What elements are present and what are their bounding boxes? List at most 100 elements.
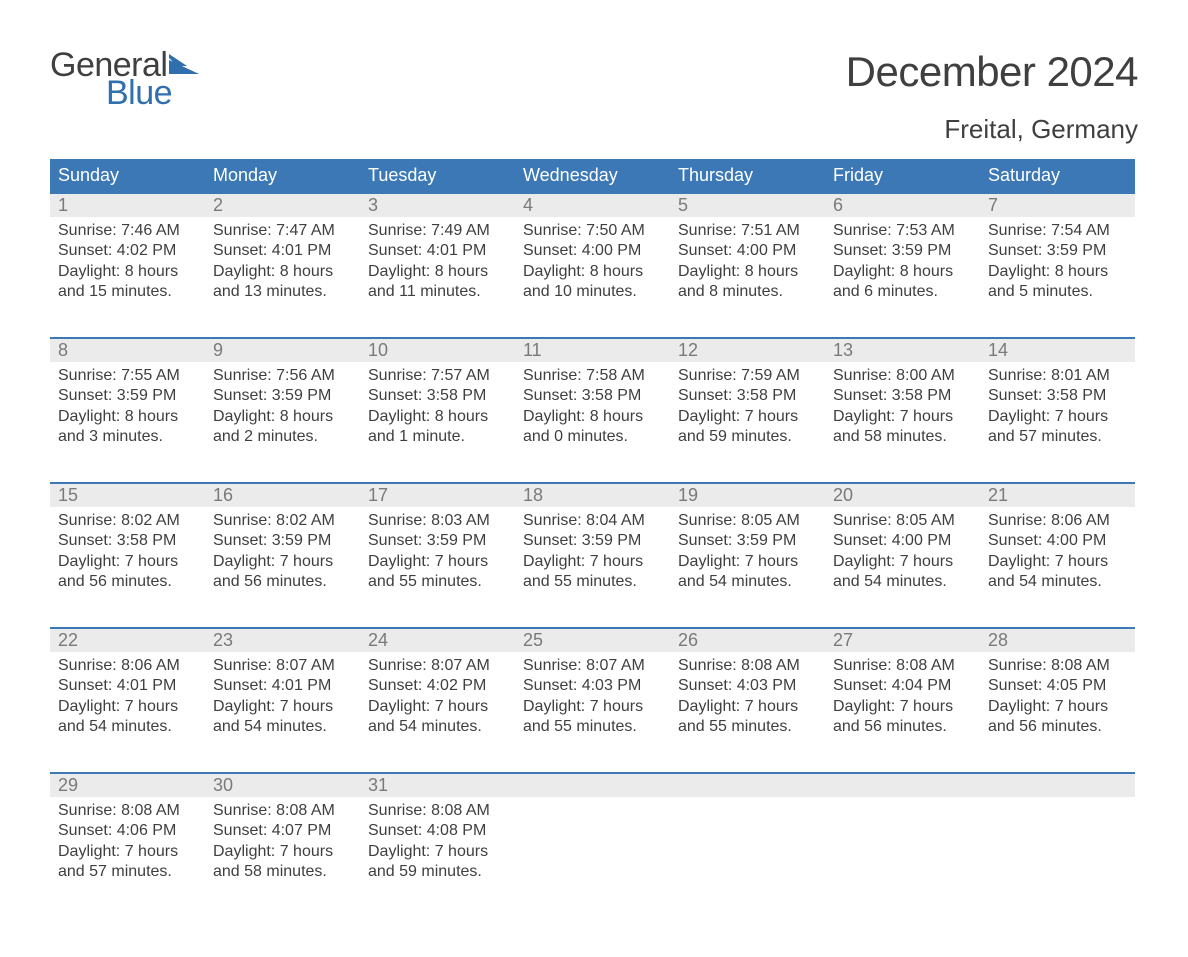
day-body-row: Sunrise: 7:46 AMSunset: 4:02 PMDaylight:… <box>50 217 1135 337</box>
day-dl1-text: Daylight: 7 hours <box>988 697 1127 717</box>
day-dl2-text: and 2 minutes. <box>213 427 352 447</box>
day-dl2-text: and 0 minutes. <box>523 427 662 447</box>
day-sunrise-text: Sunrise: 8:08 AM <box>988 656 1127 676</box>
day-cell: Sunrise: 8:07 AMSunset: 4:02 PMDaylight:… <box>360 652 515 752</box>
day-number: 7 <box>980 194 1135 217</box>
day-sunrise-text: Sunrise: 7:51 AM <box>678 221 817 241</box>
day-cell: Sunrise: 7:46 AMSunset: 4:02 PMDaylight:… <box>50 217 205 317</box>
weekday-header: Monday <box>205 159 360 192</box>
day-dl1-text: Daylight: 8 hours <box>58 262 197 282</box>
day-dl1-text: Daylight: 7 hours <box>523 697 662 717</box>
month-title: December 2024 <box>846 48 1138 96</box>
day-cell <box>515 797 670 897</box>
day-dl1-text: Daylight: 8 hours <box>58 407 197 427</box>
day-sunrise-text: Sunrise: 7:47 AM <box>213 221 352 241</box>
day-dl1-text: Daylight: 7 hours <box>833 697 972 717</box>
day-cell: Sunrise: 8:05 AMSunset: 3:59 PMDaylight:… <box>670 507 825 607</box>
day-dl2-text: and 55 minutes. <box>368 572 507 592</box>
day-cell <box>670 797 825 897</box>
day-sunrise-text: Sunrise: 8:08 AM <box>678 656 817 676</box>
day-dl2-text: and 1 minute. <box>368 427 507 447</box>
day-sunrise-text: Sunrise: 7:58 AM <box>523 366 662 386</box>
day-dl2-text: and 54 minutes. <box>213 717 352 737</box>
day-sunset-text: Sunset: 4:02 PM <box>368 676 507 696</box>
day-dl1-text: Daylight: 7 hours <box>213 697 352 717</box>
day-sunrise-text: Sunrise: 7:53 AM <box>833 221 972 241</box>
day-dl1-text: Daylight: 7 hours <box>368 552 507 572</box>
day-dl1-text: Daylight: 7 hours <box>678 552 817 572</box>
day-dl1-text: Daylight: 7 hours <box>368 697 507 717</box>
day-dl1-text: Daylight: 7 hours <box>58 697 197 717</box>
day-dl1-text: Daylight: 8 hours <box>523 262 662 282</box>
day-sunrise-text: Sunrise: 7:57 AM <box>368 366 507 386</box>
day-number-row: 22232425262728 <box>50 629 1135 652</box>
day-cell: Sunrise: 8:07 AMSunset: 4:03 PMDaylight:… <box>515 652 670 752</box>
day-sunset-text: Sunset: 4:00 PM <box>833 531 972 551</box>
day-cell <box>825 797 980 897</box>
day-dl2-text: and 54 minutes. <box>58 717 197 737</box>
day-number: 6 <box>825 194 980 217</box>
day-sunset-text: Sunset: 3:58 PM <box>988 386 1127 406</box>
day-dl1-text: Daylight: 8 hours <box>368 407 507 427</box>
day-cell: Sunrise: 7:55 AMSunset: 3:59 PMDaylight:… <box>50 362 205 462</box>
day-dl2-text: and 59 minutes. <box>368 862 507 882</box>
day-cell: Sunrise: 7:51 AMSunset: 4:00 PMDaylight:… <box>670 217 825 317</box>
day-dl1-text: Daylight: 7 hours <box>988 552 1127 572</box>
day-cell: Sunrise: 7:47 AMSunset: 4:01 PMDaylight:… <box>205 217 360 317</box>
day-number: 27 <box>825 629 980 652</box>
day-sunset-text: Sunset: 4:03 PM <box>678 676 817 696</box>
day-number: 29 <box>50 774 205 797</box>
day-dl2-text: and 6 minutes. <box>833 282 972 302</box>
day-sunset-text: Sunset: 4:00 PM <box>988 531 1127 551</box>
day-dl2-text: and 56 minutes. <box>58 572 197 592</box>
day-dl1-text: Daylight: 8 hours <box>523 407 662 427</box>
day-sunset-text: Sunset: 3:59 PM <box>833 241 972 261</box>
day-number: 22 <box>50 629 205 652</box>
day-sunrise-text: Sunrise: 8:01 AM <box>988 366 1127 386</box>
day-dl2-text: and 15 minutes. <box>58 282 197 302</box>
day-sunset-text: Sunset: 4:05 PM <box>988 676 1127 696</box>
day-sunrise-text: Sunrise: 8:07 AM <box>368 656 507 676</box>
title-block: December 2024 Freital, Germany <box>846 48 1138 145</box>
day-sunrise-text: Sunrise: 7:50 AM <box>523 221 662 241</box>
day-sunrise-text: Sunrise: 8:08 AM <box>58 801 197 821</box>
day-number: 21 <box>980 484 1135 507</box>
day-dl2-text: and 3 minutes. <box>58 427 197 447</box>
day-dl2-text: and 55 minutes. <box>678 717 817 737</box>
day-sunrise-text: Sunrise: 8:06 AM <box>988 511 1127 531</box>
day-number: 28 <box>980 629 1135 652</box>
day-dl2-text: and 58 minutes. <box>833 427 972 447</box>
day-cell: Sunrise: 7:57 AMSunset: 3:58 PMDaylight:… <box>360 362 515 462</box>
day-sunset-text: Sunset: 3:58 PM <box>678 386 817 406</box>
day-dl2-text: and 54 minutes. <box>678 572 817 592</box>
week-row: 22232425262728Sunrise: 8:06 AMSunset: 4:… <box>50 627 1135 772</box>
day-dl2-text: and 54 minutes. <box>833 572 972 592</box>
day-dl2-text: and 54 minutes. <box>368 717 507 737</box>
day-cell: Sunrise: 7:53 AMSunset: 3:59 PMDaylight:… <box>825 217 980 317</box>
day-dl1-text: Daylight: 8 hours <box>213 407 352 427</box>
day-dl2-text: and 10 minutes. <box>523 282 662 302</box>
day-dl2-text: and 59 minutes. <box>678 427 817 447</box>
day-dl2-text: and 13 minutes. <box>213 282 352 302</box>
day-number: 19 <box>670 484 825 507</box>
day-number-row: 1234567 <box>50 194 1135 217</box>
weekday-header: Friday <box>825 159 980 192</box>
day-cell: Sunrise: 7:56 AMSunset: 3:59 PMDaylight:… <box>205 362 360 462</box>
day-cell: Sunrise: 8:07 AMSunset: 4:01 PMDaylight:… <box>205 652 360 752</box>
day-cell: Sunrise: 7:59 AMSunset: 3:58 PMDaylight:… <box>670 362 825 462</box>
day-body-row: Sunrise: 8:08 AMSunset: 4:06 PMDaylight:… <box>50 797 1135 917</box>
day-dl1-text: Daylight: 8 hours <box>213 262 352 282</box>
day-cell: Sunrise: 8:03 AMSunset: 3:59 PMDaylight:… <box>360 507 515 607</box>
day-sunrise-text: Sunrise: 7:59 AM <box>678 366 817 386</box>
week-row: 891011121314Sunrise: 7:55 AMSunset: 3:59… <box>50 337 1135 482</box>
week-row: 293031Sunrise: 8:08 AMSunset: 4:06 PMDay… <box>50 772 1135 917</box>
day-body-row: Sunrise: 8:06 AMSunset: 4:01 PMDaylight:… <box>50 652 1135 772</box>
day-sunrise-text: Sunrise: 8:05 AM <box>678 511 817 531</box>
day-cell: Sunrise: 8:01 AMSunset: 3:58 PMDaylight:… <box>980 362 1135 462</box>
day-cell: Sunrise: 7:58 AMSunset: 3:58 PMDaylight:… <box>515 362 670 462</box>
day-cell: Sunrise: 8:08 AMSunset: 4:04 PMDaylight:… <box>825 652 980 752</box>
day-sunset-text: Sunset: 3:59 PM <box>58 386 197 406</box>
day-cell: Sunrise: 8:08 AMSunset: 4:07 PMDaylight:… <box>205 797 360 897</box>
day-dl2-text: and 8 minutes. <box>678 282 817 302</box>
day-dl1-text: Daylight: 7 hours <box>988 407 1127 427</box>
